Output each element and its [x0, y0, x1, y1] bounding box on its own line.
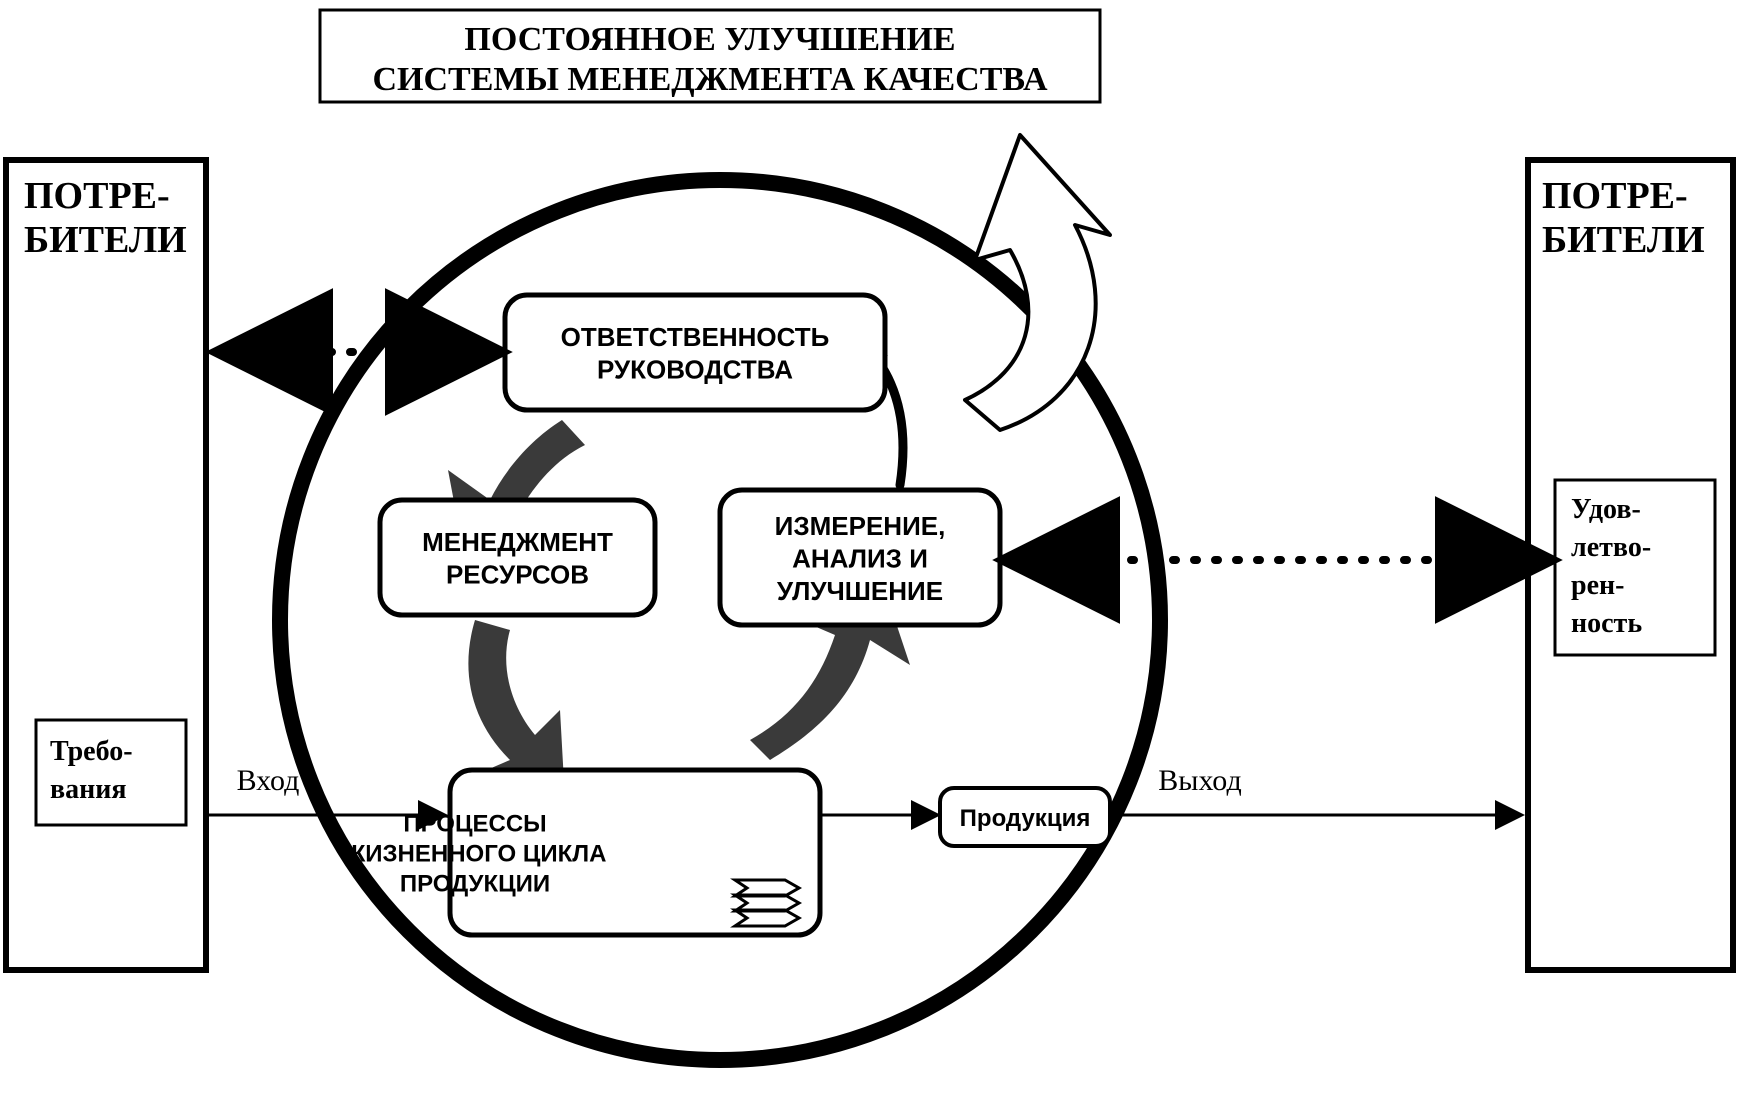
node-measurement-label-2: УЛУЧШЕНИЕ — [777, 576, 943, 606]
title-line-2: СИСТЕМЫ МЕНЕДЖМЕНТА КАЧЕСТВА — [372, 61, 1047, 98]
node-processes-label-1: ЖИЗНЕННОГО ЦИКЛА — [343, 841, 607, 868]
svg-text:рен-: рен- — [1571, 570, 1624, 601]
label-output: Выход — [1158, 764, 1241, 797]
node-responsibility-label-0: ОТВЕТСТВЕННОСТЬ — [561, 322, 830, 352]
svg-text:вания: вания — [50, 774, 127, 805]
node-measurement-label-0: ИЗМЕРЕНИЕ, — [775, 511, 946, 541]
node-responsibility-label-1: РУКОВОДСТВА — [597, 355, 793, 385]
node-resources-label-0: МЕНЕДЖМЕНТ — [422, 527, 613, 557]
title-line-1: ПОСТОЯННОЕ УЛУЧШЕНИЕ — [464, 21, 955, 58]
node-processes-label-2: ПРОДУКЦИИ — [400, 871, 550, 898]
node-product-label-0: Продукция — [960, 805, 1091, 832]
svg-text:ПОТРЕ-: ПОТРЕ- — [1542, 175, 1688, 217]
svg-text:БИТЕЛИ: БИТЕЛИ — [1542, 219, 1705, 261]
consumers-left-box — [6, 160, 206, 970]
node-responsibility — [505, 295, 885, 410]
node-resources-label-1: РЕСУРСОВ — [446, 560, 589, 590]
label-input: Вход — [237, 764, 300, 797]
node-resources — [380, 500, 655, 615]
node-measurement-label-1: АНАЛИЗ И — [792, 543, 928, 573]
svg-text:Требо-: Требо- — [50, 736, 133, 767]
svg-text:ность: ность — [1571, 608, 1642, 639]
svg-text:летво-: летво- — [1571, 532, 1651, 563]
svg-text:БИТЕЛИ: БИТЕЛИ — [24, 219, 187, 261]
svg-text:ПОТРЕ-: ПОТРЕ- — [24, 175, 170, 217]
svg-text:Удов-: Удов- — [1571, 494, 1641, 525]
